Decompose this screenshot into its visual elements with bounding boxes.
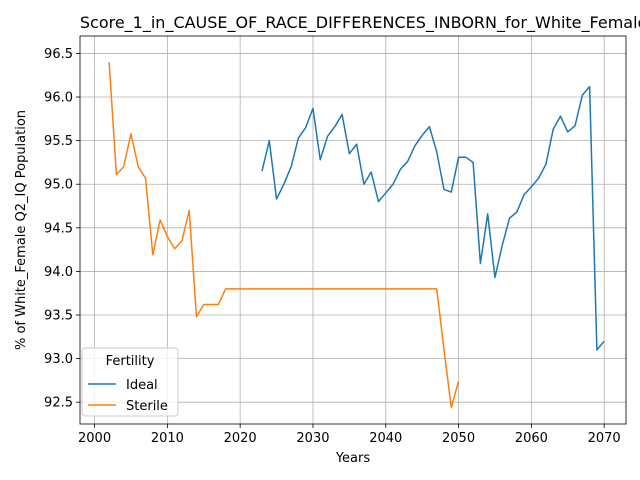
legend-title: Fertility (106, 354, 155, 369)
legend-label-ideal: Ideal (126, 378, 158, 393)
legend-items: Ideal Sterile (88, 378, 168, 414)
series-line-ideal (261, 85, 605, 351)
legend-label-sterile: Sterile (126, 399, 168, 414)
x-tick-label: 2040 (369, 431, 402, 446)
x-tick-label: 2070 (588, 431, 621, 446)
y-tick-label: 93.5 (44, 309, 73, 324)
y-tick-label: 94.5 (44, 221, 73, 236)
x-tick-label: 2020 (224, 431, 257, 446)
x-axis: 2000 2010 2020 2030 2040 2050 2060 2070 (78, 424, 621, 446)
y-axis-label: % of White_Female Q2_IQ Population (14, 110, 29, 350)
x-axis-label: Years (335, 451, 371, 466)
x-tick-label: 2060 (515, 431, 548, 446)
x-tick-label: 2050 (442, 431, 475, 446)
x-tick-label: 2010 (151, 431, 184, 446)
y-tick-label: 95.5 (44, 134, 73, 149)
y-axis: 92.5 93.0 93.5 94.0 94.5 95.0 95.5 96.0 96.5 (44, 47, 80, 411)
y-tick-label: 96.5 (44, 47, 73, 62)
x-tick-label: 2000 (78, 431, 111, 446)
y-tick-label: 96.0 (44, 91, 73, 106)
y-tick-label: 94.0 (44, 265, 73, 280)
y-tick-label: 93.0 (44, 352, 73, 367)
y-tick-label: 92.5 (44, 396, 73, 411)
legend: Fertility Ideal Sterile (81, 347, 179, 417)
chart-title: Score_1_in_CAUSE_OF_RACE_DIFFERENCES_INB… (80, 13, 640, 33)
legend-box (81, 347, 179, 417)
plot-frame (79, 35, 627, 425)
series-line-sterile (108, 62, 460, 409)
y-tick-label: 95.0 (44, 178, 73, 193)
x-tick-label: 2030 (296, 431, 329, 446)
series-layer (108, 62, 605, 409)
